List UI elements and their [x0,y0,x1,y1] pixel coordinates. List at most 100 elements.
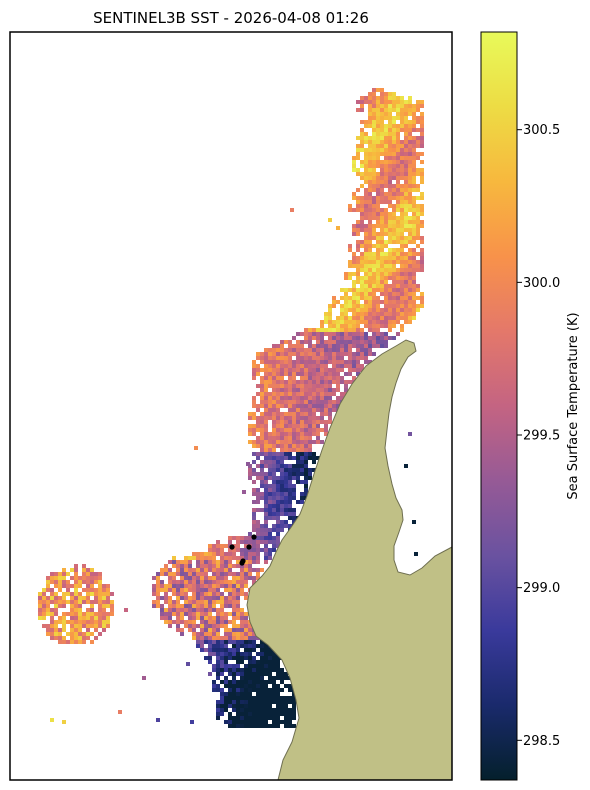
sst-pixel [400,204,404,208]
sst-pixel [388,152,392,156]
sst-pixel [344,308,348,312]
sst-pixel [224,644,228,648]
sst-pixel [224,616,228,620]
sst-pixel [304,364,308,368]
sst-pixel [232,648,236,652]
sst-pixel [184,608,188,612]
sst-pixel [292,716,296,720]
sst-pixel [420,256,424,260]
sst-pixel [360,108,364,112]
sst-pixel [276,380,280,384]
sst-pixel [228,648,232,652]
sst-pixel [212,604,216,608]
sst-pixel [392,168,396,172]
sst-pixel [400,208,404,212]
sst-pixel [388,228,392,232]
sst-pixel [236,616,240,620]
sst-pixel [228,632,232,636]
sst-pixel [416,268,420,272]
sst-pixel [268,464,272,468]
sst-pixel [240,716,244,720]
sst-pixel [74,608,78,612]
sst-pixel [292,464,296,468]
sst-pixel [268,468,272,472]
sst-pixel [98,572,102,576]
sst-pixel [236,688,240,692]
sst-pixel [220,576,224,580]
sst-pixel [388,108,392,112]
sst-pixel [404,296,408,300]
sst-pixel [344,328,348,332]
sst-pixel [232,616,236,620]
sst-pixel [388,328,392,332]
sst-pixel [256,676,260,680]
sst-pixel [308,428,312,432]
sst-pixel [252,680,256,684]
sst-pixel [284,704,288,708]
sst-pixel [248,440,252,444]
sst-pixel [268,680,272,684]
sst-pixel [276,480,280,484]
sst-pixel [272,472,276,476]
sst-pixel [268,536,272,540]
sst-pixel [192,616,196,620]
sst-pixel [192,572,196,576]
sst-pixel [252,700,256,704]
sst-pixel [268,700,272,704]
sst-pixel [74,628,78,632]
sst-pixel [268,652,272,656]
sst-pixel [272,424,276,428]
sst-pixel [388,216,392,220]
sst-pixel [352,196,356,200]
sst-pixel [256,552,260,556]
sst-pixel [176,608,180,612]
sst-pixel [352,232,356,236]
sst-pixel [408,184,412,188]
sst-pixel [368,240,372,244]
sst-pixel [292,448,296,452]
sst-pixel [292,408,296,412]
sst-pixel [272,664,276,668]
sst-pixel [364,276,368,280]
sst-pixel [348,296,352,300]
sst-pixel [420,120,424,124]
sst-pixel [360,212,364,216]
sst-pixel [404,284,408,288]
sst-pixel [412,136,416,140]
sst-pixel [280,480,284,484]
sst-pixel [236,612,240,616]
sst-pixel [380,220,384,224]
sst-pixel [412,212,416,216]
sst-pixel [288,340,292,344]
sst-pixel [212,576,216,580]
sst-pixel [360,164,364,168]
sst-pixel [272,356,276,360]
sst-pixel [360,136,364,140]
sst-pixel [152,584,156,588]
sst-pixel [168,620,172,624]
sst-pixel [212,588,216,592]
sst-pixel [316,340,320,344]
sst-pixel [42,624,46,628]
sst-pixel [188,600,192,604]
sst-pixel [308,416,312,420]
sst-pixel [70,608,74,612]
sst-pixel [324,332,328,336]
sst-pixel [90,608,94,612]
sst-pixel [260,420,264,424]
sst-pixel [284,456,288,460]
sst-pixel [404,220,408,224]
sst-pixel [336,324,340,328]
sst-pixel [380,116,384,120]
sst-pixel [240,672,244,676]
sst-pixel [372,328,376,332]
sst-pixel [208,624,212,628]
sst-pixel [348,340,352,344]
sst-pixel [156,592,160,596]
sst-pixel [228,716,232,720]
sst-pixel [82,632,86,636]
sst-pixel [364,132,368,136]
sst-pixel [168,560,172,564]
sst-pixel [224,604,228,608]
sst-pixel [98,592,102,596]
